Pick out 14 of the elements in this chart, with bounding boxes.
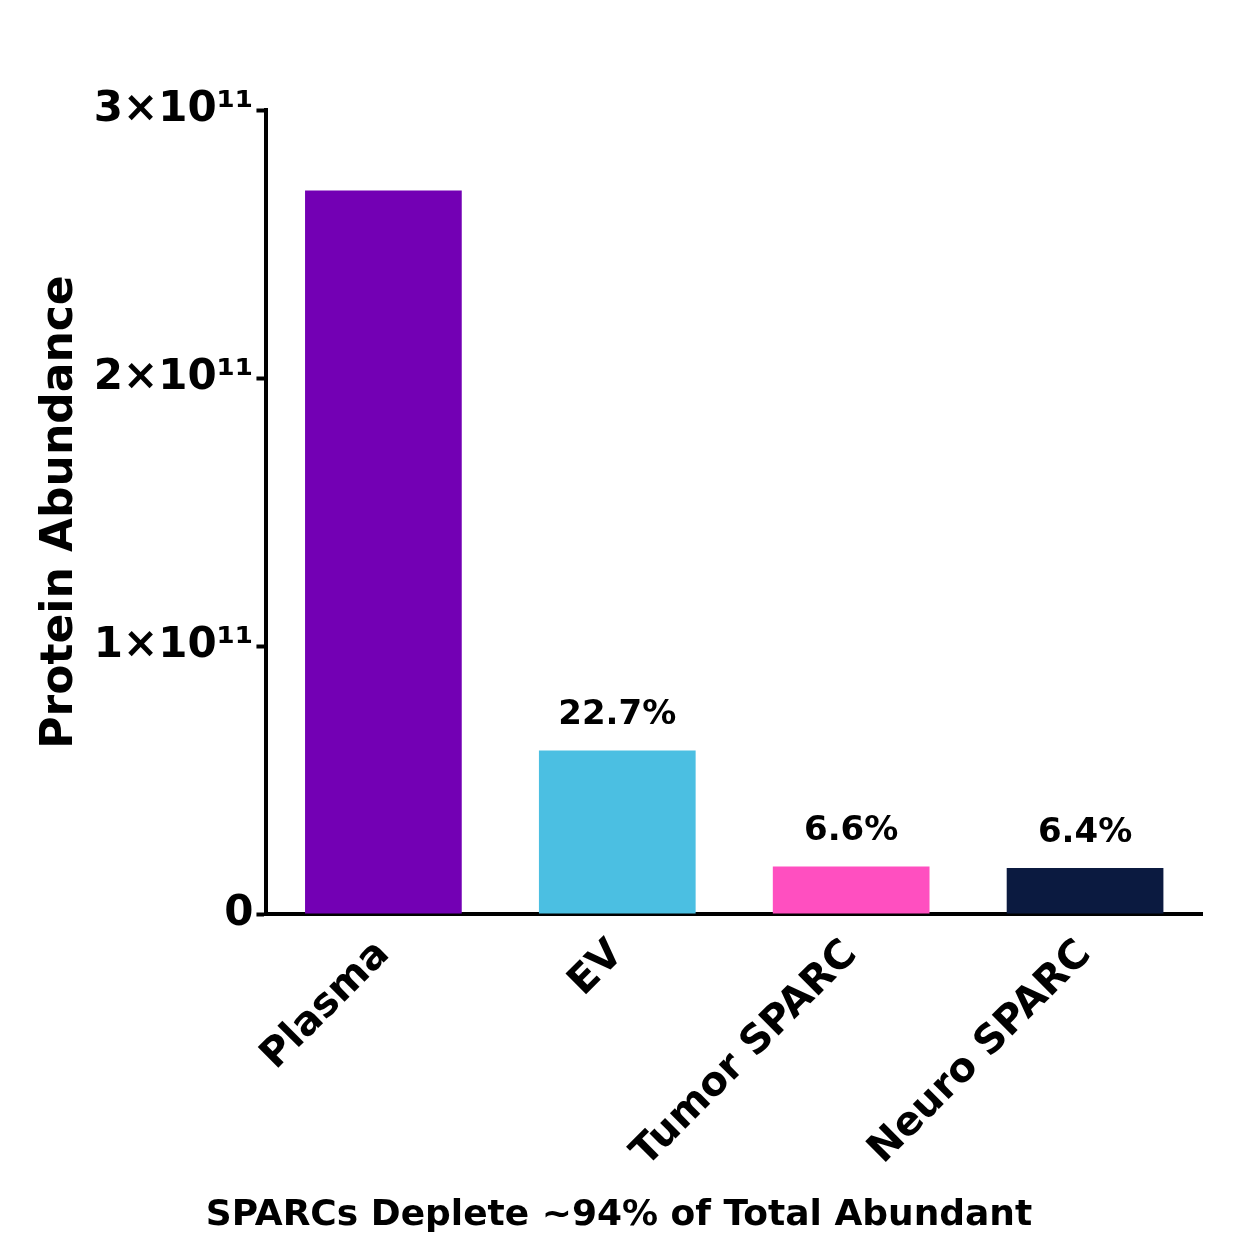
y-tick-label: 3×10¹¹ xyxy=(93,81,254,131)
y-tick-label: 1×10¹¹ xyxy=(93,617,254,667)
y-tick-label: 2×10¹¹ xyxy=(93,349,254,399)
bar xyxy=(305,190,462,914)
bar xyxy=(538,750,696,914)
annotation: 22.7% xyxy=(558,692,677,733)
annotation: 6.4% xyxy=(1037,809,1133,850)
bar xyxy=(772,866,930,914)
y-axis-title: Protein Abundance xyxy=(30,275,82,749)
text: SPARCs Deplete ~94% of Total Abundant xyxy=(204,1192,1034,1233)
x-tick-label: EV xyxy=(557,929,632,1003)
annotation: 6.6% xyxy=(804,808,899,849)
y-tick-label: 0 xyxy=(224,886,254,936)
bar xyxy=(1006,868,1164,914)
